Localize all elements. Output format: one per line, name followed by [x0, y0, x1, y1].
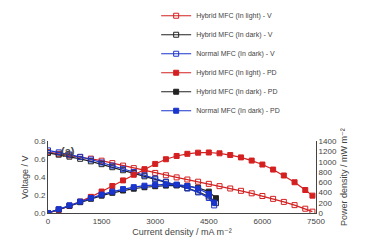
svg-text:0.4: 0.4 [34, 173, 46, 182]
svg-text:3000: 3000 [146, 217, 164, 226]
svg-text:0.2: 0.2 [34, 191, 46, 200]
svg-text:200: 200 [319, 199, 333, 208]
svg-text:0: 0 [46, 217, 51, 226]
svg-text:0.6: 0.6 [34, 155, 46, 164]
svg-text:1200: 1200 [319, 147, 337, 156]
svg-text:7500: 7500 [307, 217, 325, 226]
svg-text:Power density / mW m⁻²: Power density / mW m⁻² [339, 128, 349, 226]
svg-text:1400: 1400 [319, 137, 337, 146]
svg-text:Current density / mA m⁻²: Current density / mA m⁻² [132, 227, 231, 237]
svg-text:0.8: 0.8 [34, 137, 46, 146]
svg-text:400: 400 [319, 188, 333, 197]
svg-text:1000: 1000 [319, 158, 337, 167]
svg-text:Hybrid MFC (In light) - V: Hybrid MFC (In light) - V [196, 12, 272, 20]
svg-text:0.0: 0.0 [34, 209, 46, 218]
svg-text:0: 0 [319, 209, 324, 218]
svg-text:Normal MFC (In dark) - V: Normal MFC (In dark) - V [196, 50, 275, 58]
svg-text:6000: 6000 [254, 217, 272, 226]
svg-text:Voltage / V: Voltage / V [20, 155, 30, 199]
svg-text:800: 800 [319, 168, 333, 177]
svg-text:600: 600 [319, 178, 333, 187]
svg-text:Hybrid MFC (In light) - PD: Hybrid MFC (In light) - PD [196, 69, 277, 77]
svg-text:Hybrid MFC (In dark) - V: Hybrid MFC (In dark) - V [196, 31, 273, 39]
svg-text:Normal MFC (In dark) - PD: Normal MFC (In dark) - PD [196, 107, 280, 115]
svg-text:4500: 4500 [200, 217, 218, 226]
svg-text:(a): (a) [61, 145, 75, 157]
svg-text:Hybrid MFC (In dark) - PD: Hybrid MFC (In dark) - PD [196, 88, 277, 96]
svg-text:1500: 1500 [93, 217, 111, 226]
